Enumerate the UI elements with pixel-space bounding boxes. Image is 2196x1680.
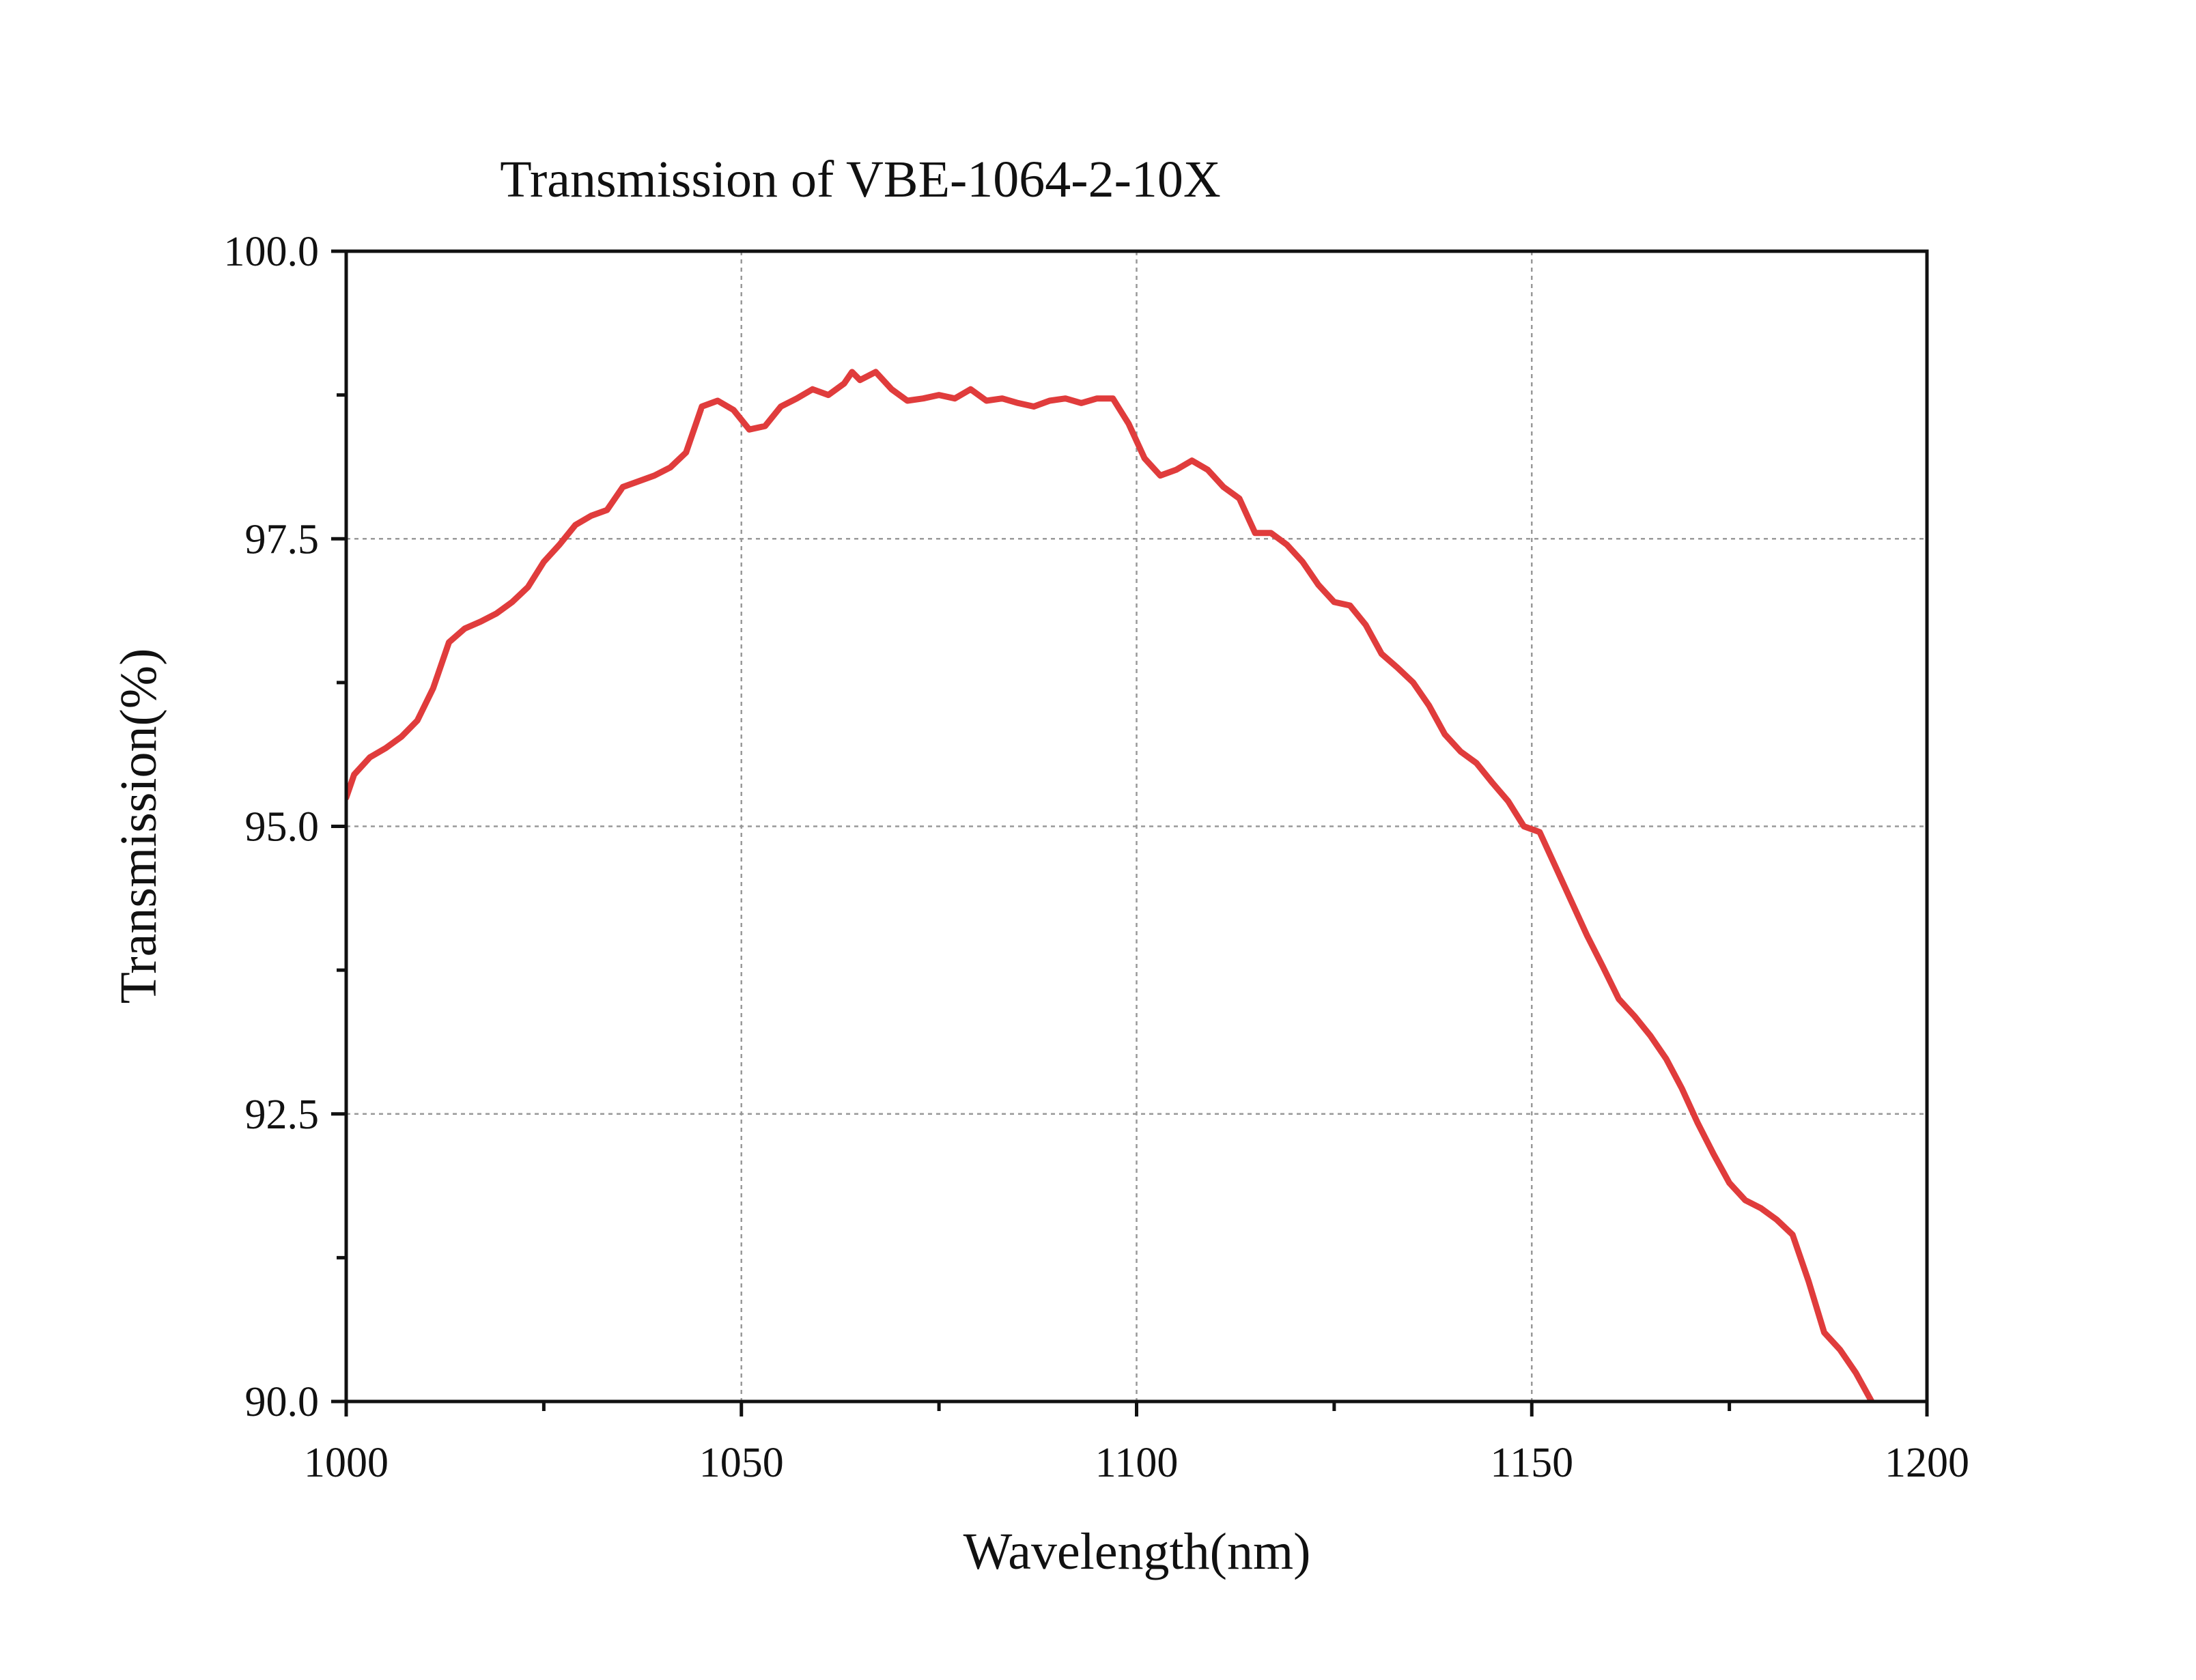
transmission-line [346,369,1876,1401]
x-tick-label: 1050 [699,1440,784,1486]
chart-title: Transmission of VBE-1064-2-10X [500,151,1221,208]
x-axis-label: Wavelength(nm) [963,1523,1311,1580]
series-group [346,369,1876,1401]
y-tick-label: 92.5 [245,1092,320,1138]
x-tick-label: 1100 [1095,1440,1179,1486]
plot-frame [344,249,1929,1404]
y-axis-label: Transmission(%) [110,649,167,1004]
x-tick-label: 1150 [1490,1440,1573,1486]
grid [346,251,1927,1401]
tick-labels: 1000 1050 1100 1150 1200 90.0 92.5 95.0 97.5 100.… [224,229,1970,1486]
y-tick-label: 90.0 [245,1379,320,1425]
x-tick-label: 1200 [1885,1440,1969,1486]
y-tick-label: 100.0 [224,229,320,275]
y-tick-label: 97.5 [245,516,320,563]
x-tick-label: 1000 [304,1440,389,1486]
y-tick-label: 95.0 [245,804,320,851]
